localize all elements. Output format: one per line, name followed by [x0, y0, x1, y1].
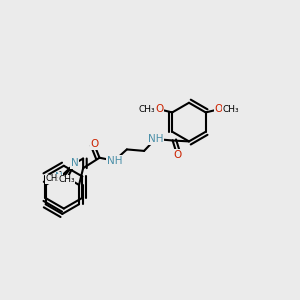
Text: NH: NH: [106, 156, 122, 166]
Text: CH₃: CH₃: [139, 105, 156, 114]
Text: NH: NH: [148, 134, 163, 144]
Text: CH₃: CH₃: [58, 175, 75, 184]
Text: O: O: [173, 150, 181, 160]
Text: O: O: [90, 140, 98, 149]
Text: CH₃: CH₃: [222, 105, 239, 114]
Text: N: N: [71, 159, 79, 169]
Text: N: N: [71, 158, 79, 168]
Text: O: O: [155, 104, 163, 114]
Text: N: N: [55, 172, 63, 182]
Text: CH₃: CH₃: [45, 174, 61, 183]
Text: O: O: [215, 104, 223, 114]
